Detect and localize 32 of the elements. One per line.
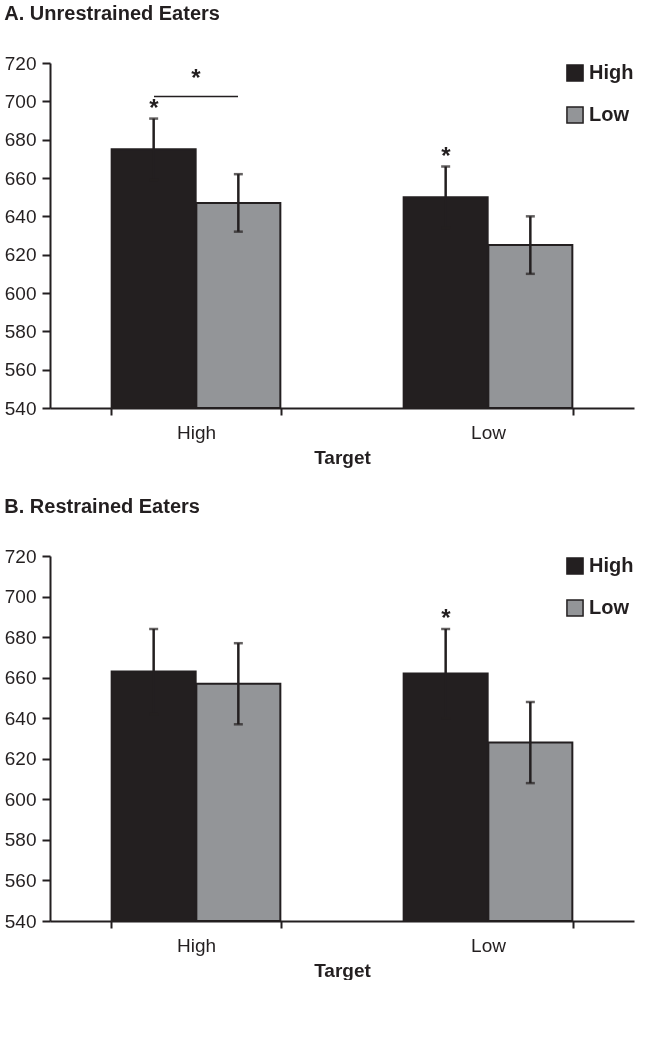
y-tick-label: 580 — [4, 829, 37, 851]
y-tick-label: 700 — [4, 90, 37, 112]
y-tick-label: 540 — [4, 910, 37, 932]
chart-title: A. Unrestrained Eaters — [4, 2, 220, 24]
x-axis-title: Target — [314, 959, 372, 981]
annotation: * — [441, 604, 452, 631]
y-tick-label: 600 — [4, 788, 37, 810]
y-tick-label: 680 — [4, 129, 37, 151]
y-tick-label: 560 — [4, 869, 37, 891]
y-tick-label: 620 — [4, 244, 37, 266]
y-tick-label: 640 — [4, 707, 37, 729]
annotation: * — [149, 93, 160, 121]
legend-label: High — [589, 554, 634, 576]
chart-title: B. Restrained Eaters — [4, 495, 200, 517]
y-tick-label: 600 — [4, 282, 37, 304]
y-tick-label: 540 — [4, 397, 37, 419]
x-axis-title: Target — [314, 446, 372, 468]
y-tick-label: 640 — [4, 205, 37, 227]
annotation: * — [441, 141, 452, 169]
y-tick-label: 580 — [4, 320, 37, 342]
y-tick-label: 560 — [4, 359, 37, 381]
legend-label: High — [589, 61, 634, 83]
y-tick-label: 720 — [4, 52, 37, 74]
legend-label: Low — [589, 596, 630, 618]
y-tick-label: 720 — [4, 545, 37, 567]
y-tick-label: 680 — [4, 626, 37, 648]
annotation: * — [191, 63, 202, 91]
y-tick-label: 620 — [4, 748, 37, 770]
legend-label: Low — [589, 103, 630, 125]
y-tick-label: 660 — [4, 667, 37, 689]
y-tick-label: 700 — [4, 586, 37, 608]
y-tick-label: 660 — [4, 167, 37, 189]
